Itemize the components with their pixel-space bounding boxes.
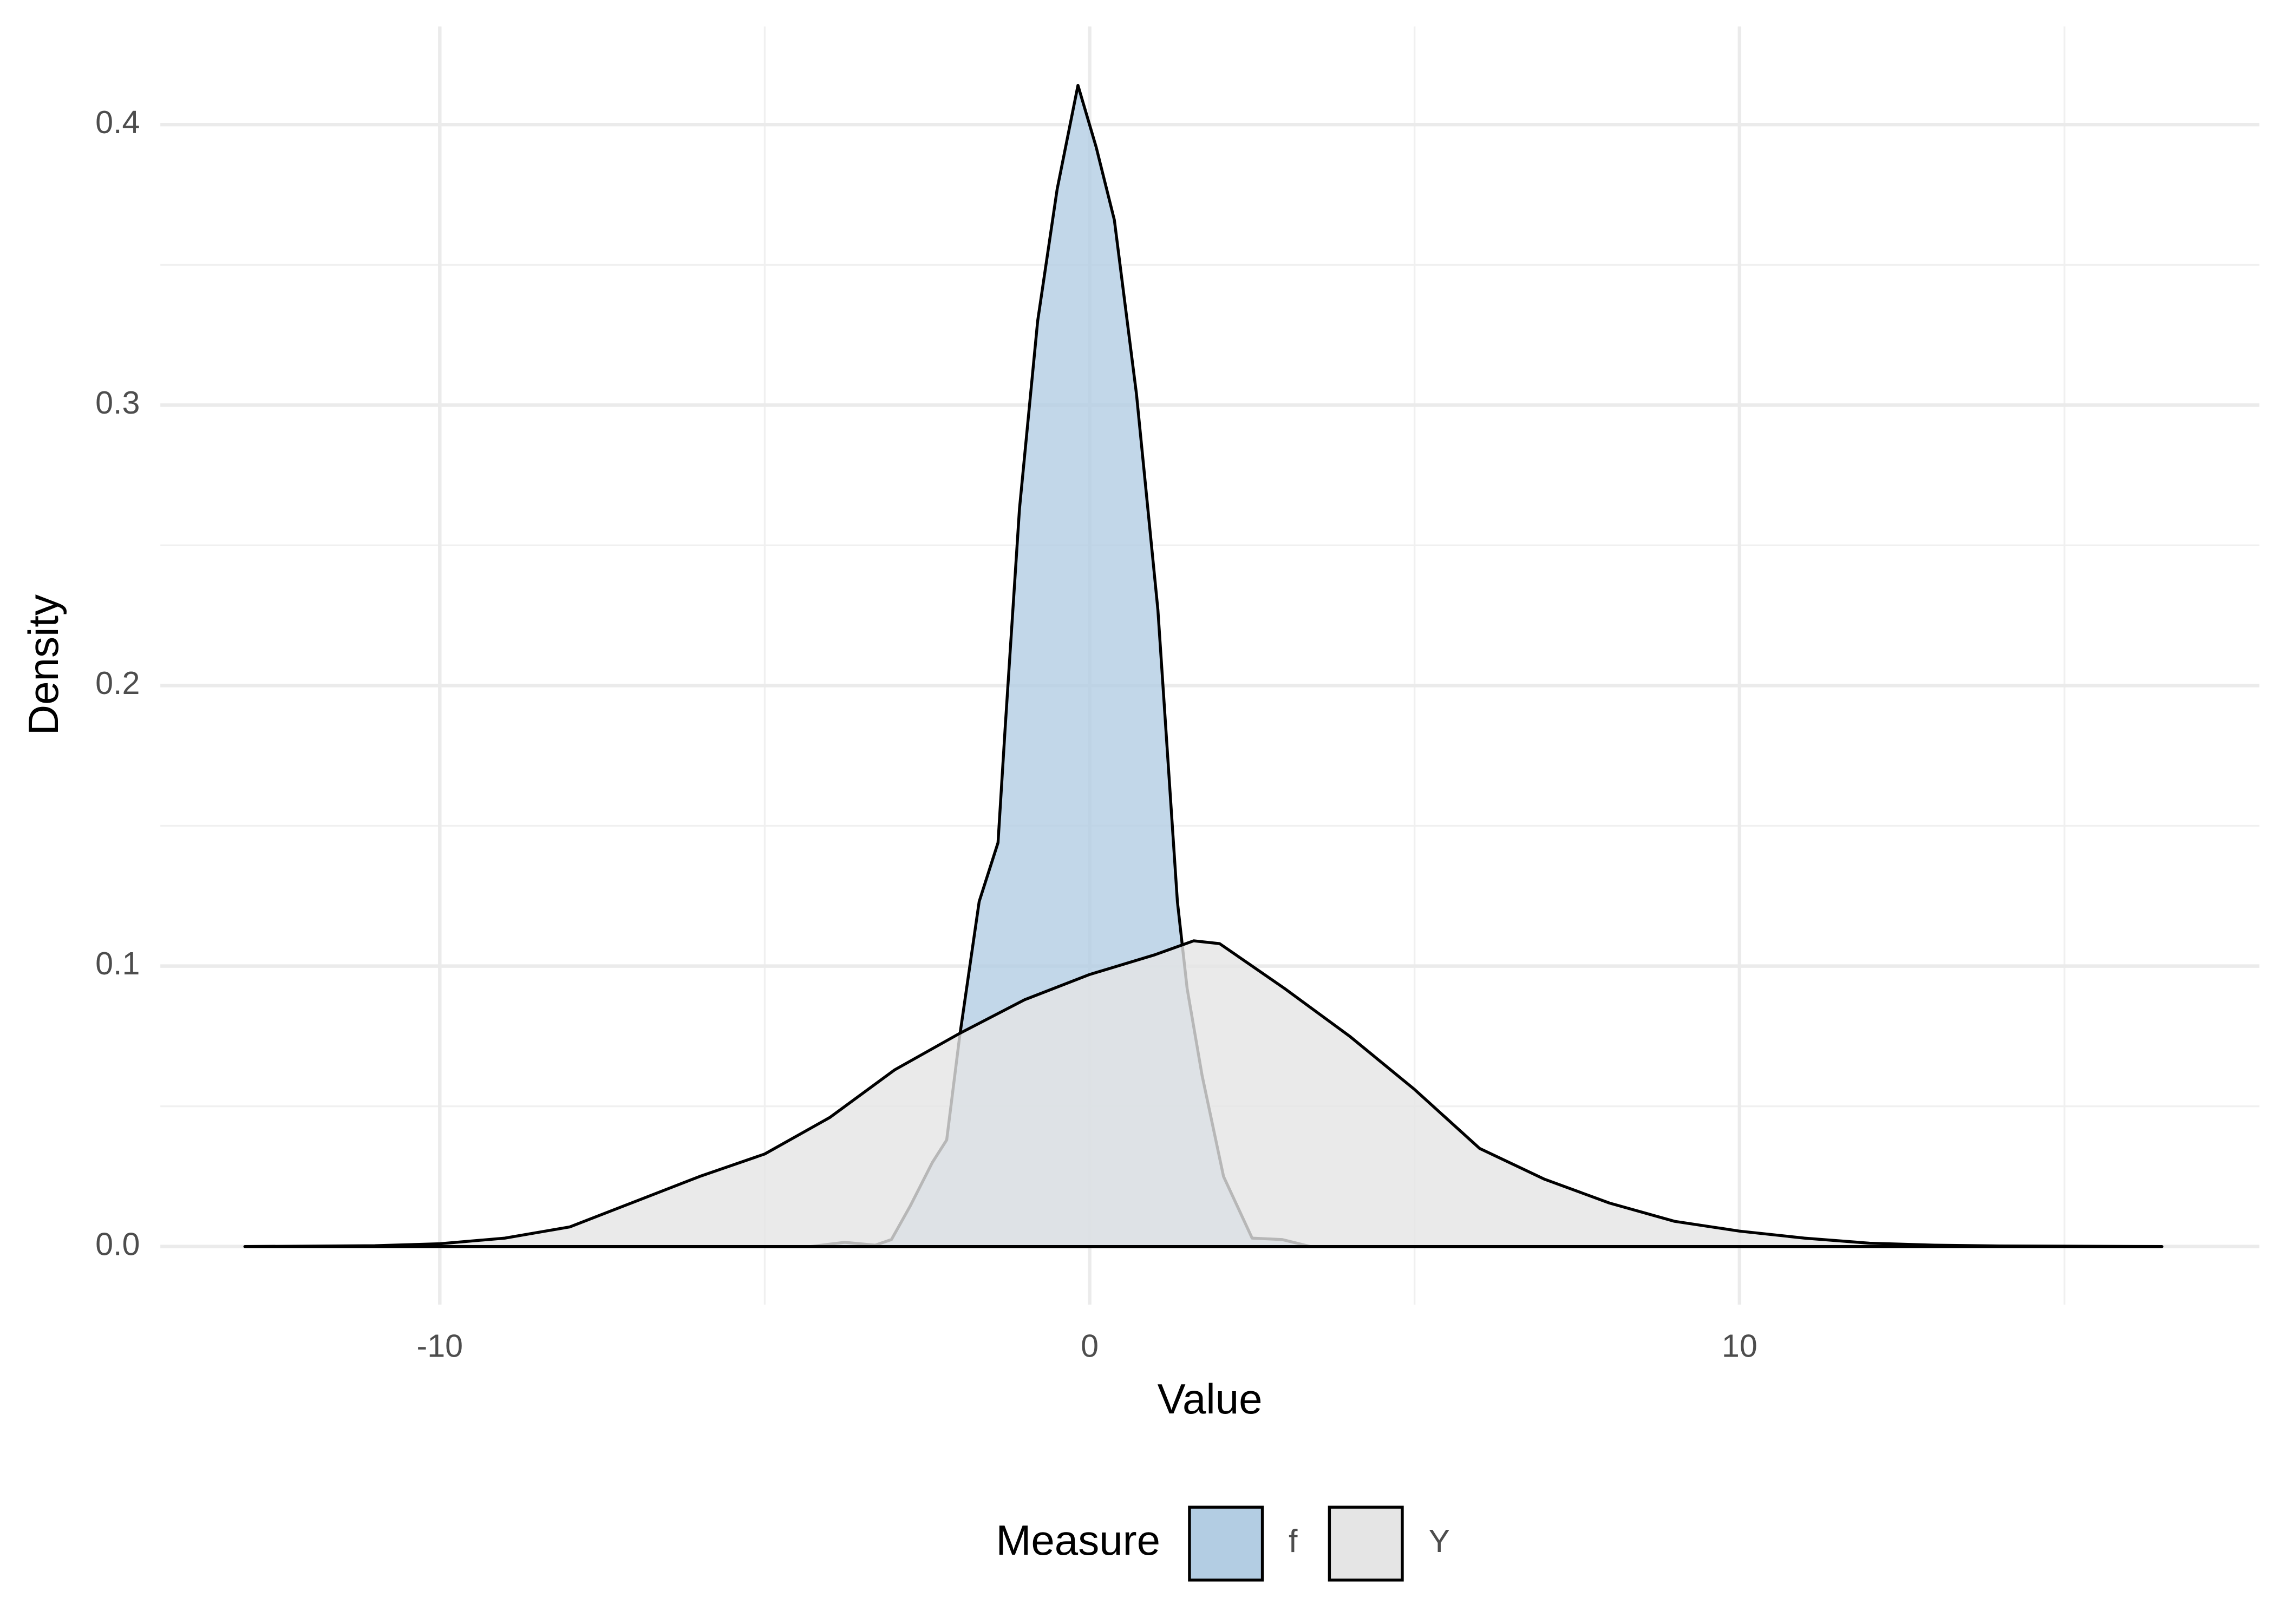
legend: Measure f Y <box>996 1505 1450 1582</box>
x-axis-title: Value <box>1158 1375 1263 1423</box>
legend-key <box>1188 1505 1264 1582</box>
x-tick-label: 10 <box>1722 1327 1757 1364</box>
y-tick-label: 0.3 <box>95 384 140 421</box>
y-tick-label: 0.4 <box>95 104 140 140</box>
y-tick-label: 0.0 <box>95 1226 140 1262</box>
legend-label: f <box>1289 1523 1298 1559</box>
legend-title: Measure <box>996 1516 1160 1564</box>
density-area <box>243 939 2164 1248</box>
y-axis-title: Density <box>19 594 67 735</box>
y-tick-label: 0.2 <box>95 665 140 701</box>
legend-key <box>1328 1505 1404 1582</box>
x-tick-label: 0 <box>1081 1327 1099 1364</box>
y-tick-label: 0.1 <box>95 945 140 981</box>
legend-label: Y <box>1428 1523 1450 1559</box>
x-tick-label: -10 <box>416 1327 463 1364</box>
